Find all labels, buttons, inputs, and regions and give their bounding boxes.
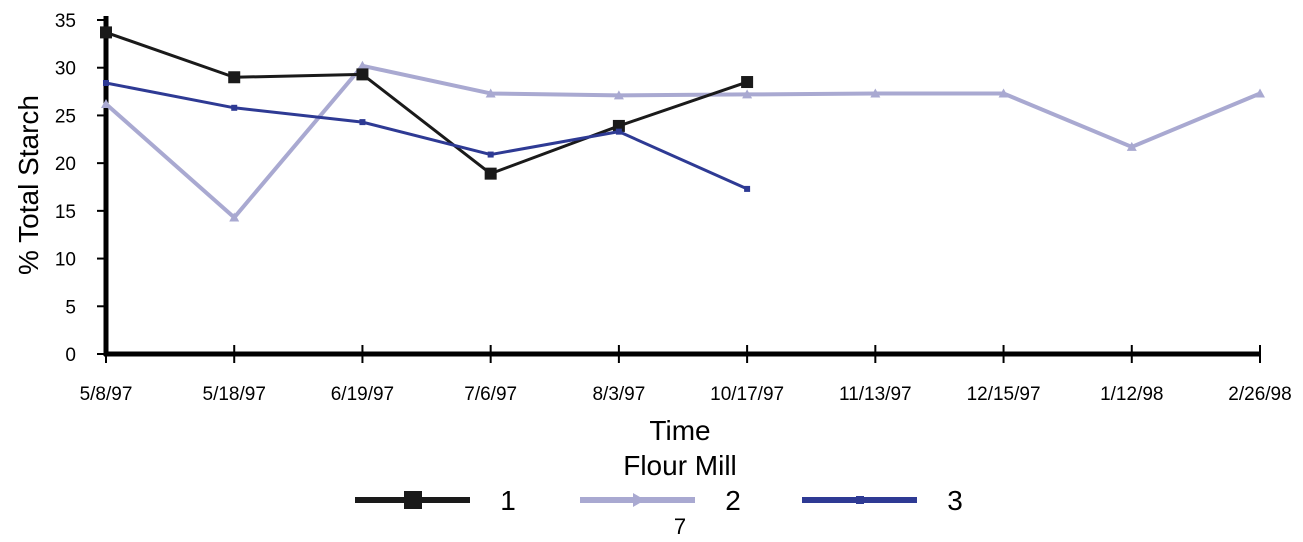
series-layer (100, 26, 1265, 222)
x-tick-label: 5/8/97 (80, 384, 133, 405)
y-tick-label: 35 (55, 11, 76, 32)
legend-label: 2 (725, 485, 741, 516)
series-3-point (231, 104, 238, 111)
series-3-point (103, 79, 109, 86)
series-2-point (485, 88, 496, 98)
x-tick-label: 5/18/97 (203, 384, 266, 405)
legend-item-2: 2 (580, 485, 741, 516)
y-tick-label: 25 (55, 106, 76, 127)
series-2-point (229, 212, 240, 222)
series-1-point (484, 167, 497, 180)
legend-marker (856, 496, 864, 504)
series-3-line (105, 81, 748, 191)
legend-marker (633, 493, 645, 507)
axes (103, 16, 1260, 357)
series-3 (103, 79, 751, 192)
x-tick-label: 6/19/97 (331, 384, 394, 405)
x-axis-title: Time (649, 415, 710, 446)
series-2 (101, 60, 1265, 222)
series-2-point (998, 88, 1009, 98)
series-1-line (105, 30, 748, 176)
x-tick-label: 12/15/97 (967, 384, 1041, 405)
series-3-point (487, 151, 494, 158)
x-tick-label: 7/6/97 (464, 384, 517, 405)
page-number: 7 (674, 514, 686, 539)
series-2-point (613, 90, 624, 100)
series-1-point (741, 76, 754, 89)
legend-item-1: 1 (355, 485, 516, 516)
legend-label: 3 (947, 485, 963, 516)
series-2-line (104, 63, 1261, 220)
y-axis-ticks: 0 5 10 15 20 25 30 35 (55, 11, 106, 366)
series-2-point (742, 89, 753, 99)
series-3-point (744, 185, 751, 192)
legend-marker (404, 491, 422, 509)
legend-label: 1 (500, 485, 516, 516)
y-tick-label: 15 (55, 202, 76, 223)
x-tick-label: 11/13/97 (839, 384, 912, 405)
series-1 (100, 26, 754, 180)
x-tick-label: 2/26/98 (1228, 384, 1291, 405)
series-2-point (357, 60, 368, 70)
series-3-point (615, 128, 622, 135)
series-2-point (101, 98, 111, 108)
series-1-point (100, 26, 112, 39)
series-3-point (359, 119, 366, 126)
y-tick-label: 30 (55, 59, 76, 80)
x-tick-label: 1/12/98 (1100, 384, 1163, 405)
series-1-point (356, 68, 369, 81)
legend-title: Flour Mill (623, 450, 737, 481)
x-tick-label: 8/3/97 (592, 384, 645, 405)
y-tick-label: 10 (55, 250, 76, 271)
series-2-point (1255, 88, 1265, 98)
legend-item-3: 3 (802, 485, 963, 516)
x-tick-label: 10/17/97 (710, 384, 784, 405)
legend: 1 2 3 (355, 485, 963, 516)
y-tick-label: 5 (65, 297, 76, 318)
series-2-point (870, 88, 881, 98)
x-axis-ticks: 5/8/97 5/18/97 6/19/97 7/6/97 8/3/97 10/17/97… (80, 345, 1292, 405)
y-axis-title: % Total Starch (13, 95, 44, 275)
y-tick-label: 0 (65, 345, 76, 366)
series-2-point (1126, 141, 1137, 151)
series-1-point (228, 71, 241, 84)
y-tick-label: 20 (55, 154, 76, 175)
